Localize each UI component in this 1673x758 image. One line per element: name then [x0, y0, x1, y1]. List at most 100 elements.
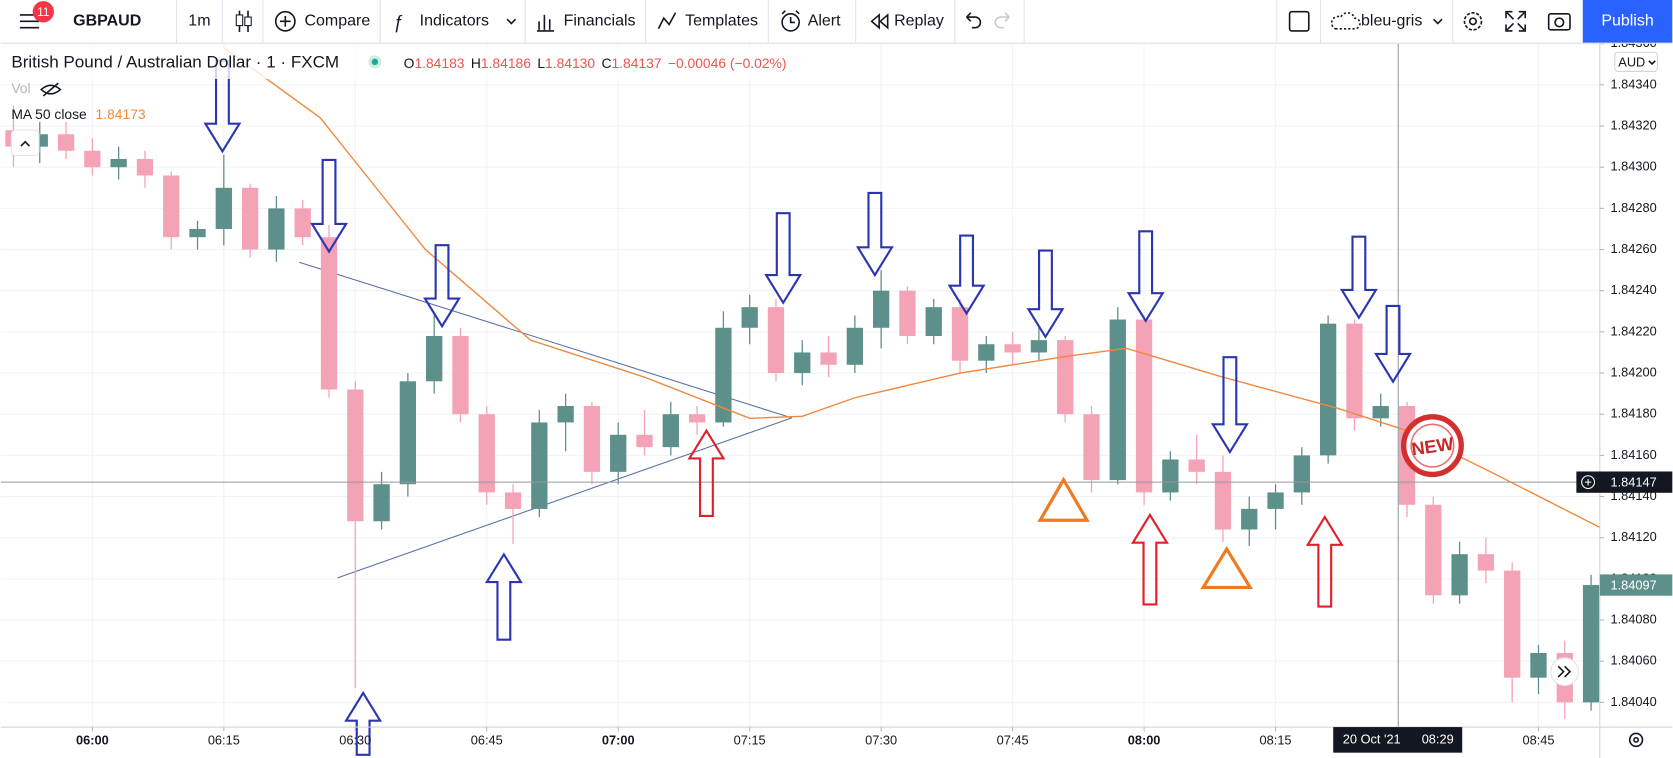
series: [0, 43, 1600, 728]
notification-badge: [32, 1, 54, 23]
compare-button[interactable]: Compare: [305, 13, 371, 30]
y-tick-label: 1.84160: [1610, 447, 1656, 462]
hide-icon[interactable]: [39, 82, 62, 97]
y-tick-label: 1.84280: [1610, 200, 1656, 215]
down-arrow: [947, 234, 986, 316]
y-tick-label: 1.84320: [1610, 117, 1656, 132]
y-tick-label: 1.84060: [1610, 653, 1656, 668]
x-tick-label: 08:00: [1128, 732, 1161, 747]
indicators-button[interactable]: Indicators: [420, 13, 489, 30]
candle-body: [1372, 405, 1389, 419]
alert-icon: [781, 10, 800, 32]
financials-button[interactable]: Financials: [564, 13, 636, 30]
redo-button[interactable]: [994, 12, 1010, 29]
settings-icon[interactable]: [1628, 732, 1644, 748]
collapse-chevron: [20, 140, 31, 147]
candle-body: [1109, 319, 1126, 481]
l-label: L: [537, 55, 545, 71]
publish-button[interactable]: [1582, 0, 1673, 43]
down-arrow: [1339, 235, 1378, 320]
interval-button[interactable]: 1m: [188, 13, 210, 30]
price-badge: [1599, 574, 1673, 596]
crosshair-date: 20 Oct '21: [1343, 731, 1401, 746]
legend-bg: [0, 46, 822, 79]
publish-label: Publish: [1601, 13, 1653, 30]
alert-button[interactable]: Alert: [808, 13, 841, 30]
candle-body: [1135, 319, 1153, 493]
ma-value: 1.84173: [96, 106, 146, 122]
layout-chevron[interactable]: [1432, 18, 1443, 25]
candle-body: [1582, 585, 1600, 703]
currency-button[interactable]: [1614, 51, 1658, 72]
symbol-title: British Pound / Australian Dollar · 1 · …: [11, 52, 339, 71]
legend: British Pound / Australian Dollar · 1 · …: [0, 46, 822, 157]
settings-button[interactable]: [1463, 11, 1483, 31]
candle-body: [1030, 340, 1048, 353]
x-tick-label: 07:30: [865, 732, 897, 747]
candle-body: [846, 327, 864, 365]
financials-icon: [536, 14, 554, 32]
candle-body: [1057, 340, 1074, 415]
layout-name[interactable]: bleu-gris: [1361, 13, 1422, 30]
x-tick-label: 06:30: [339, 732, 371, 747]
candle-body: [399, 381, 417, 485]
templates-button[interactable]: Templates: [685, 13, 758, 30]
down-arrow: [1210, 356, 1249, 455]
candle-body: [610, 434, 627, 472]
replay-icon: [870, 13, 889, 30]
candle-body: [951, 307, 969, 361]
indicators-chevron[interactable]: [506, 18, 517, 25]
currency-chevron: [1648, 60, 1656, 66]
scroll-button[interactable]: [1550, 657, 1580, 687]
candle-body: [189, 228, 206, 238]
vol-label: Vol: [11, 80, 30, 96]
fullscreen-button[interactable]: [1505, 10, 1527, 32]
candle-body: [1504, 570, 1521, 678]
h-value: 1.84186: [481, 55, 531, 71]
x-tick-label: 08:45: [1522, 732, 1554, 747]
y-tick-label: 1.84080: [1610, 611, 1656, 626]
candle-body: [1241, 508, 1258, 530]
candle-body: [794, 352, 811, 374]
candle-body: [452, 335, 469, 415]
symbol-search[interactable]: GBPAUD: [73, 13, 141, 30]
layout-button[interactable]: [1288, 10, 1310, 32]
ohlc: O1.84183 H1.84186 L1.84130 C1.84137 −0.00046…: [404, 55, 787, 71]
candle-body: [1319, 323, 1337, 456]
indicators-icon: ƒ: [393, 12, 403, 32]
down-arrow: [423, 244, 462, 329]
y-tick-label: 1.84240: [1610, 282, 1656, 297]
o-value: 1.84183: [414, 55, 464, 71]
down-arrow: [1374, 304, 1412, 384]
up-arrow: [1130, 512, 1169, 606]
chart-type-button[interactable]: [235, 10, 252, 32]
x-tick-label: 08:15: [1260, 732, 1292, 747]
badge-inner: [1410, 423, 1455, 468]
undo-button[interactable]: [965, 12, 982, 29]
candle-body: [1083, 414, 1100, 481]
x-tick-label: 06:15: [208, 732, 240, 747]
h-label: H: [471, 55, 481, 71]
candle-body: [320, 237, 338, 390]
replay-button[interactable]: Replay: [894, 13, 944, 30]
candle-body: [1004, 344, 1021, 353]
candle-body: [1346, 323, 1363, 419]
candle-body: [531, 422, 548, 509]
candle-body: [820, 352, 837, 365]
candle-body: [1451, 554, 1468, 596]
triangle-marker: [1037, 476, 1090, 522]
l-value: 1.84130: [545, 55, 595, 71]
down-arrow: [855, 191, 894, 278]
x-tick-label: 06:00: [76, 732, 109, 747]
axes: 1.840401.840601.840801.841001.841201.841…: [76, 35, 1673, 753]
down-arrow: [1026, 249, 1065, 339]
snapshot-button[interactable]: [1547, 13, 1571, 31]
new-badge: NEW: [1401, 414, 1464, 478]
y-tick-label: 1.84120: [1610, 529, 1656, 544]
candle-body: [347, 389, 364, 522]
candle-body: [662, 414, 679, 448]
trend-line[interactable]: [299, 261, 792, 419]
templates-icon: [657, 12, 677, 30]
change: −0.00046 (−0.02%): [668, 55, 787, 71]
